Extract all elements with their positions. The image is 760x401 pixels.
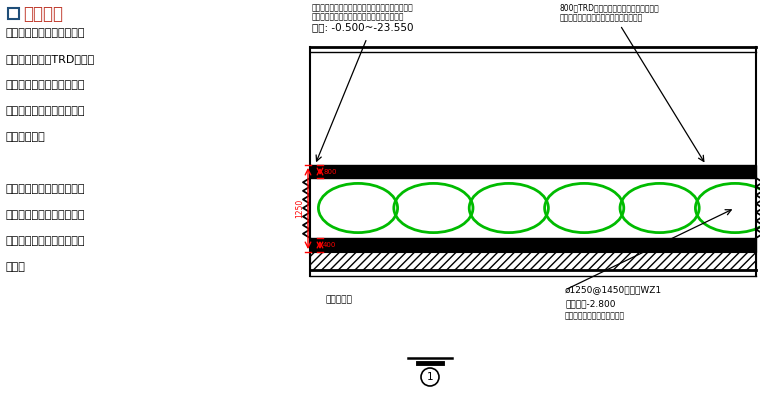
Bar <box>310 238 756 252</box>
Text: 桩顶标高-2.800: 桩顶标高-2.800 <box>565 299 616 308</box>
Bar <box>310 252 756 270</box>
Text: 800: 800 <box>323 168 337 174</box>
Text: 坑内竖向设置三道钢筋混凝: 坑内竖向设置三道钢筋混凝 <box>6 106 85 116</box>
Text: 800厚TRD工法等厚水泥土搅拌墙止水帷幕: 800厚TRD工法等厚水泥土搅拌墙止水帷幕 <box>560 3 660 12</box>
Text: 1250: 1250 <box>295 199 304 218</box>
Text: 部分。: 部分。 <box>6 262 26 272</box>
Text: 周边围护体采用灌注桩排桩: 周边围护体采用灌注桩排桩 <box>6 28 85 38</box>
Text: ø1250@1450灌注桩WZ1: ø1250@1450灌注桩WZ1 <box>565 285 662 294</box>
Text: 标高: -0.500~-23.550: 标高: -0.500~-23.550 <box>312 22 413 32</box>
Text: 地下室侧墙: 地下室侧墙 <box>325 295 352 304</box>
Bar <box>310 165 756 178</box>
Text: 选择桩顶处理方案，确保桩与之间的连接性能: 选择桩顶处理方案，确保桩与之间的连接性能 <box>312 12 404 21</box>
Bar <box>8 8 19 19</box>
Text: 土支撑体系。: 土支撑体系。 <box>6 132 46 142</box>
Text: 桩同时考虑作为正常使用阶: 桩同时考虑作为正常使用阶 <box>6 210 85 220</box>
Text: 围护墙结合外侧TRD工法等: 围护墙结合外侧TRD工法等 <box>6 54 95 64</box>
Text: 标高范围见本图说明，搅拌桩编号见说明: 标高范围见本图说明，搅拌桩编号见说明 <box>560 13 643 22</box>
Text: 1: 1 <box>426 372 433 382</box>
Text: 桩顶标高范围见本图平面注注: 桩顶标高范围见本图平面注注 <box>565 311 625 320</box>
Text: 段地下室侧壁挡土结构的一: 段地下室侧壁挡土结构的一 <box>6 236 85 246</box>
Text: 围护设计: 围护设计 <box>23 4 63 22</box>
Text: 采用桩墙合一技术，即围护: 采用桩墙合一技术，即围护 <box>6 184 85 194</box>
Text: 400: 400 <box>323 242 337 248</box>
Text: 围护桩与止水帷幕之间采用素混凝土填充止水措施: 围护桩与止水帷幕之间采用素混凝土填充止水措施 <box>312 3 413 12</box>
Text: 厚度水泥土搅拌墙帷幕，基: 厚度水泥土搅拌墙帷幕，基 <box>6 80 85 90</box>
